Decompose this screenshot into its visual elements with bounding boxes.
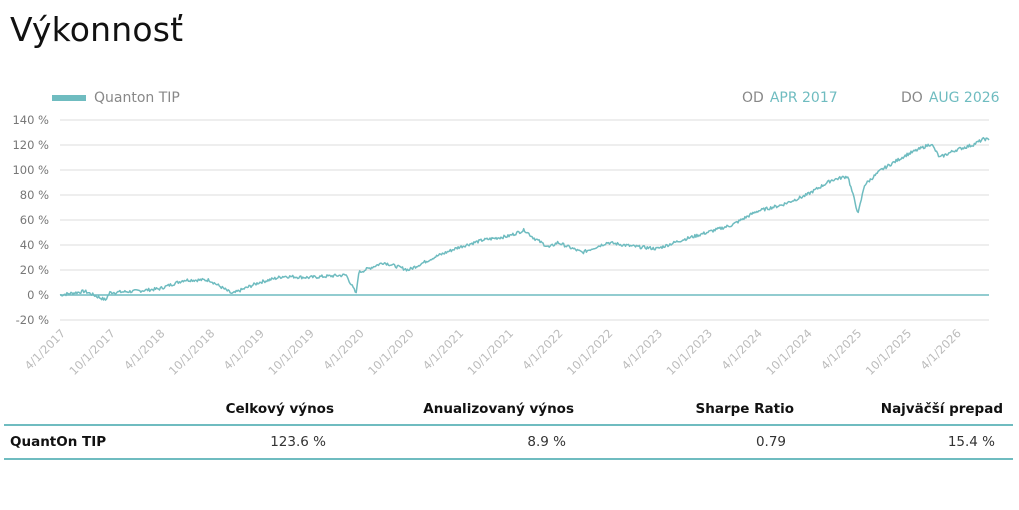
x-tick-label: 4/1/2025 (818, 326, 864, 372)
range-to-value[interactable]: AUG 2026 (928, 90, 1000, 106)
x-tick-label: 10/1/2024 (763, 326, 815, 378)
y-tick-label: 80 % (20, 188, 49, 202)
range-to[interactable]: DO AUG 2026 (901, 90, 1000, 106)
x-tick-label: 10/1/2019 (265, 326, 317, 378)
x-tick-label: 10/1/2017 (66, 326, 118, 378)
chart-legend: Quanton TIP (52, 90, 180, 106)
range-from-value[interactable]: APR 2017 (769, 90, 838, 106)
x-tick-label: 4/1/2026 (917, 326, 963, 372)
stats-annualized-return: 8.9 % (344, 425, 584, 460)
x-tick-label: 10/1/2021 (465, 326, 517, 378)
stats-header-empty (4, 394, 164, 426)
x-tick-label: 10/1/2020 (365, 326, 417, 378)
stats-total-return: 123.6 % (164, 425, 344, 460)
x-tick-label: 10/1/2023 (663, 326, 715, 378)
range-from[interactable]: OD APR 2017 (742, 90, 838, 106)
y-tick-label: -20 % (16, 313, 49, 327)
y-tick-label: 0 % (27, 288, 49, 302)
stats-header-row: Celkový výnos Anualizovaný výnos Sharpe … (4, 394, 1013, 426)
y-tick-label: 60 % (20, 213, 49, 227)
legend-label: Quanton TIP (94, 90, 180, 106)
x-tick-label: 4/1/2017 (22, 326, 68, 372)
y-tick-label: 140 % (12, 113, 49, 127)
x-tick-label: 10/1/2018 (166, 326, 218, 378)
y-tick-label: 20 % (20, 263, 49, 277)
x-tick-label: 4/1/2022 (519, 326, 565, 372)
x-tick-label: 4/1/2023 (619, 326, 665, 372)
series-line (59, 136, 990, 301)
stats-header-annualized-return: Anualizovaný výnos (344, 394, 584, 426)
x-tick-label: 10/1/2022 (564, 326, 616, 378)
x-tick-label: 4/1/2020 (320, 326, 366, 372)
performance-chart: 140 %120 %100 %80 %60 %40 %20 %0 %-20 %4… (12, 113, 990, 378)
x-tick-label: 4/1/2021 (420, 326, 466, 372)
stats-table: Celkový výnos Anualizovaný výnos Sharpe … (4, 394, 1013, 460)
y-tick-label: 40 % (20, 238, 49, 252)
x-tick-label: 10/1/2025 (863, 326, 915, 378)
x-tick-label: 4/1/2024 (719, 326, 765, 372)
table-row: QuantOn TIP 123.6 % 8.9 % 0.79 15.4 % (4, 425, 1013, 460)
stats-sharpe: 0.79 (584, 425, 804, 460)
stats-max-drawdown: 15.4 % (804, 425, 1013, 460)
stats-header-sharpe: Sharpe Ratio (584, 394, 804, 426)
stats-fund-name: QuantOn TIP (4, 425, 164, 460)
range-from-label: OD (742, 90, 764, 106)
x-tick-label: 4/1/2019 (221, 326, 267, 372)
x-tick-label: 4/1/2018 (121, 326, 167, 372)
legend-swatch (52, 95, 86, 101)
stats-header-total-return: Celkový výnos (164, 394, 344, 426)
page-title: Výkonnosť (10, 10, 184, 49)
range-to-label: DO (901, 90, 923, 106)
y-tick-label: 100 % (12, 163, 49, 177)
y-tick-label: 120 % (12, 138, 49, 152)
stats-header-max-drawdown: Najväčší prepad (804, 394, 1013, 426)
